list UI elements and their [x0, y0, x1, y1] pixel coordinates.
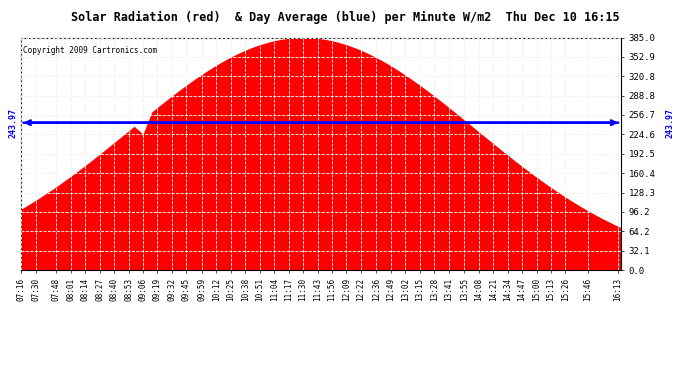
Text: 243.97: 243.97	[8, 108, 17, 138]
Text: Copyright 2009 Cartronics.com: Copyright 2009 Cartronics.com	[23, 46, 157, 55]
Text: 243.97: 243.97	[666, 108, 675, 138]
Text: Solar Radiation (red)  & Day Average (blue) per Minute W/m2  Thu Dec 10 16:15: Solar Radiation (red) & Day Average (blu…	[70, 11, 620, 24]
